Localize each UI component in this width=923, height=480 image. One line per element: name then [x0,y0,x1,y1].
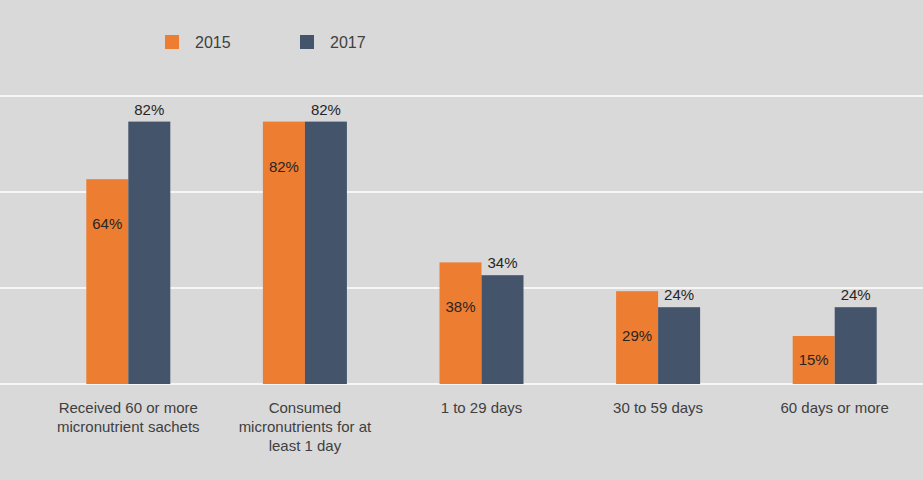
legend-swatch [165,35,179,49]
bar [793,336,835,384]
category-label-line: 30 to 59 days [613,399,703,416]
labels: 64% 82% 38% 29% 15% 82% 82% 34% 24% 24% [92,101,870,368]
bar [86,179,128,384]
legend: 2015 2017 [165,34,366,51]
data-label: 29% [622,327,652,344]
category-label: Received 60 or more micronutrient sachets [57,399,200,435]
data-label: 82% [311,101,341,118]
bar [835,307,877,384]
bar [482,275,524,384]
category-label: Consumed micronutrients for at least 1 day [239,399,372,454]
bar [658,307,700,384]
bar [305,122,347,384]
legend-swatch [300,35,314,49]
bar [616,291,658,384]
bars [86,122,876,384]
bar [263,122,305,384]
category-label-line: 1 to 29 days [441,399,523,416]
category-label-line: Consumed [269,399,342,416]
bar [128,122,170,384]
category-label: 30 to 59 days [613,399,703,416]
category-label-line: Received 60 or more [59,399,198,416]
chart: 64% 82% 38% 29% 15% 82% 82% 34% 24% 24% Received 6… [0,0,923,480]
data-label: 24% [841,286,871,303]
data-label: 24% [664,286,694,303]
data-label: 64% [92,215,122,232]
data-label: 38% [445,298,475,315]
grid-line [0,95,923,97]
category-label: 1 to 29 days [441,399,523,416]
data-label: 15% [799,351,829,368]
category-label-line: micronutrients for at [239,418,372,435]
data-label: 82% [269,158,299,175]
category-label-line: least 1 day [269,437,342,454]
background [0,0,923,480]
category-label: 60 days or more [781,399,889,416]
legend-label: 2015 [195,34,231,51]
legend-label: 2017 [330,34,366,51]
category-label-line: micronutrient sachets [57,418,200,435]
data-label: 34% [487,254,517,271]
bar [440,262,482,384]
data-label: 82% [134,101,164,118]
category-label-line: 60 days or more [781,399,889,416]
